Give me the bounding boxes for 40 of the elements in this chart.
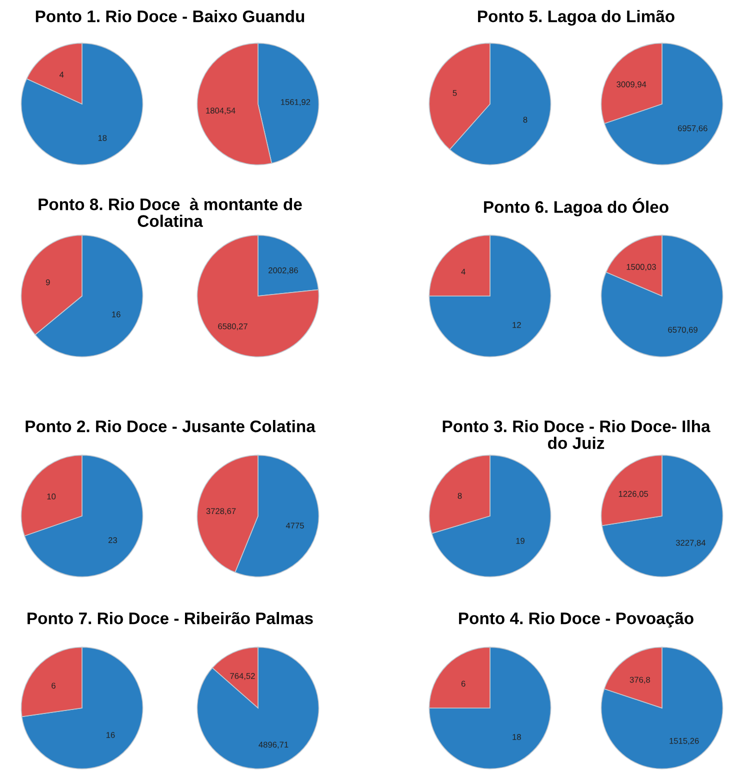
chart-title: Ponto 8. Rio Doce à montante de Colatina [38, 198, 302, 227]
chart-title: Ponto 5. Lagoa do Limão [478, 10, 674, 26]
data-label: 1561,92 [281, 99, 310, 106]
data-label: 16 [112, 311, 120, 318]
chart-title: Ponto 3. Rio Doce - Rio Doce- Ilha do Juiz [442, 420, 710, 449]
data-label: 1804,54 [206, 108, 236, 115]
data-label: 4775 [286, 522, 304, 529]
chart-title: Ponto 6. Lagoa do Óleo [484, 198, 668, 216]
chart-title: Ponto 2. Rio Doce - Jusante Colatina [26, 420, 316, 432]
data-label: 3227,84 [676, 540, 706, 547]
data-label: 19 [516, 538, 524, 544]
data-label: 9 [46, 279, 50, 286]
data-label: 4896,71 [258, 742, 288, 749]
data-label: 6 [461, 680, 466, 687]
data-label: 1515,26 [670, 738, 699, 745]
data-label: 18 [98, 135, 107, 141]
data-label: 2002,86 [268, 267, 298, 274]
data-label: 4 [461, 268, 466, 275]
data-label: 8 [523, 116, 528, 123]
data-label: 16 [106, 732, 115, 738]
data-label: 1226,05 [618, 490, 648, 498]
data-label: 3009,94 [616, 81, 646, 88]
data-label: 4 [60, 72, 64, 78]
data-label: 12 [512, 322, 521, 328]
data-label: 1500,03 [626, 264, 656, 271]
data-label: 6580,27 [218, 323, 248, 330]
data-label: 10 [47, 494, 56, 500]
chart-title: Ponto 7. Rio Doce - Ribeirão Palmas [28, 612, 313, 624]
chart-title: Ponto 4. Rio Doce - Povoação [459, 612, 694, 628]
data-label: 5 [452, 90, 457, 96]
data-label: 6570,69 [668, 326, 698, 334]
chart-title: Ponto 1. Rio Doce - Baixo Guandu [36, 10, 304, 22]
data-label: 23 [108, 537, 117, 544]
data-label: 18 [512, 734, 521, 740]
data-label: 3728,67 [206, 508, 236, 516]
data-label: 8 [458, 492, 462, 499]
data-label: 376,8 [630, 676, 650, 684]
data-label: 6957,66 [678, 125, 708, 132]
data-label: 6 [52, 682, 56, 689]
data-label: 764,52 [230, 673, 255, 680]
